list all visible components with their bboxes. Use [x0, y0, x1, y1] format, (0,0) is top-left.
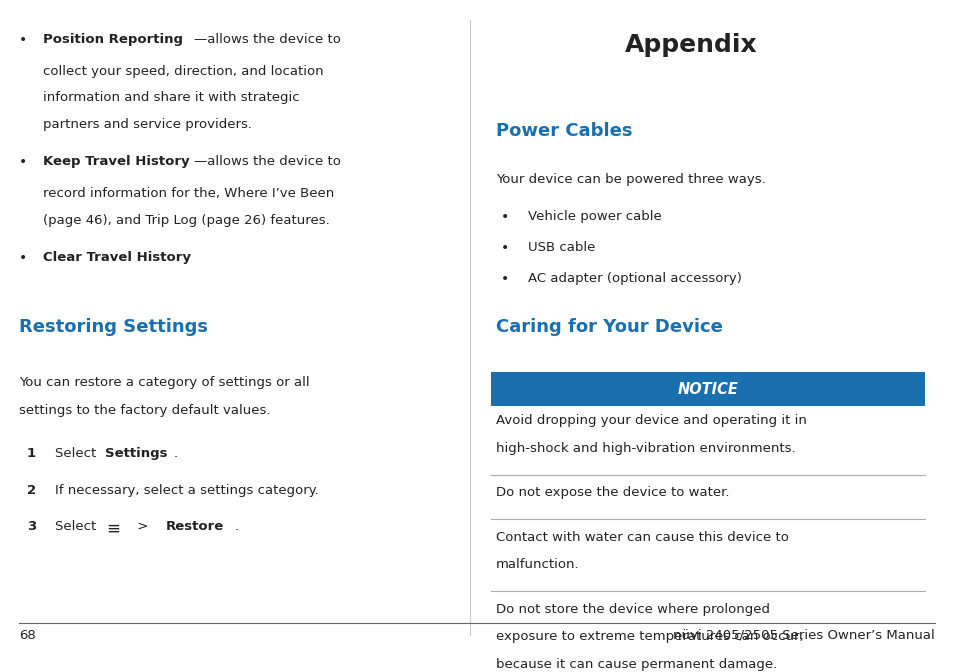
Text: Select: Select: [55, 520, 101, 533]
Text: •: •: [500, 210, 509, 224]
Text: Select: Select: [55, 448, 101, 460]
Text: collect your speed, direction, and location: collect your speed, direction, and locat…: [43, 65, 323, 78]
Text: Restore: Restore: [166, 520, 224, 533]
Text: If necessary, select a settings category.: If necessary, select a settings category…: [55, 484, 319, 497]
Text: Keep Travel History: Keep Travel History: [43, 155, 190, 169]
Text: You can restore a category of settings or all: You can restore a category of settings o…: [19, 376, 310, 389]
Text: partners and service providers.: partners and service providers.: [43, 118, 252, 131]
Text: information and share it with strategic: information and share it with strategic: [43, 91, 299, 104]
Text: Avoid dropping your device and operating it in: Avoid dropping your device and operating…: [496, 414, 806, 427]
Text: Appendix: Appendix: [624, 33, 758, 57]
Text: Power Cables: Power Cables: [496, 122, 632, 140]
Text: Position Reporting: Position Reporting: [43, 33, 183, 46]
Text: Do not store the device where prolonged: Do not store the device where prolonged: [496, 603, 769, 616]
Text: AC adapter (optional accessory): AC adapter (optional accessory): [527, 272, 740, 285]
Text: •: •: [500, 272, 509, 286]
Text: Vehicle power cable: Vehicle power cable: [527, 210, 660, 222]
Text: Contact with water can cause this device to: Contact with water can cause this device…: [496, 531, 788, 544]
Text: —allows the device to: —allows the device to: [193, 155, 340, 169]
Text: .: .: [234, 520, 238, 533]
Text: exposure to extreme temperatures can occur,: exposure to extreme temperatures can occ…: [496, 630, 802, 644]
Text: USB cable: USB cable: [527, 241, 595, 254]
Text: 3: 3: [27, 520, 36, 533]
Text: high-shock and high-vibration environments.: high-shock and high-vibration environmen…: [496, 442, 795, 455]
Text: >: >: [132, 520, 152, 533]
Text: malfunction.: malfunction.: [496, 558, 579, 571]
Text: NOTICE: NOTICE: [678, 382, 738, 396]
Text: ≡: ≡: [106, 520, 120, 538]
Text: nüvi 2405/2505 Series Owner’s Manual: nüvi 2405/2505 Series Owner’s Manual: [673, 628, 934, 642]
Text: •: •: [19, 33, 28, 47]
Text: Clear Travel History: Clear Travel History: [43, 251, 191, 264]
Text: 68: 68: [19, 628, 36, 642]
Text: (page 46), and Trip Log (page 26) features.: (page 46), and Trip Log (page 26) featur…: [43, 214, 330, 226]
Text: Restoring Settings: Restoring Settings: [19, 318, 208, 335]
Text: •: •: [500, 241, 509, 255]
Text: settings to the factory default values.: settings to the factory default values.: [19, 404, 271, 417]
Text: Do not expose the device to water.: Do not expose the device to water.: [496, 487, 729, 499]
FancyBboxPatch shape: [491, 372, 924, 406]
Text: •: •: [19, 155, 28, 169]
Text: —allows the device to: —allows the device to: [193, 33, 340, 46]
Text: 1: 1: [27, 448, 36, 460]
Text: record information for the, Where I’ve Been: record information for the, Where I’ve B…: [43, 187, 334, 200]
Text: Caring for Your Device: Caring for Your Device: [496, 318, 722, 335]
Text: Settings: Settings: [105, 448, 168, 460]
Text: 2: 2: [27, 484, 36, 497]
Text: Your device can be powered three ways.: Your device can be powered three ways.: [496, 173, 765, 186]
Text: .: .: [173, 448, 177, 460]
Text: because it can cause permanent damage.: because it can cause permanent damage.: [496, 659, 777, 671]
Text: •: •: [19, 251, 28, 265]
